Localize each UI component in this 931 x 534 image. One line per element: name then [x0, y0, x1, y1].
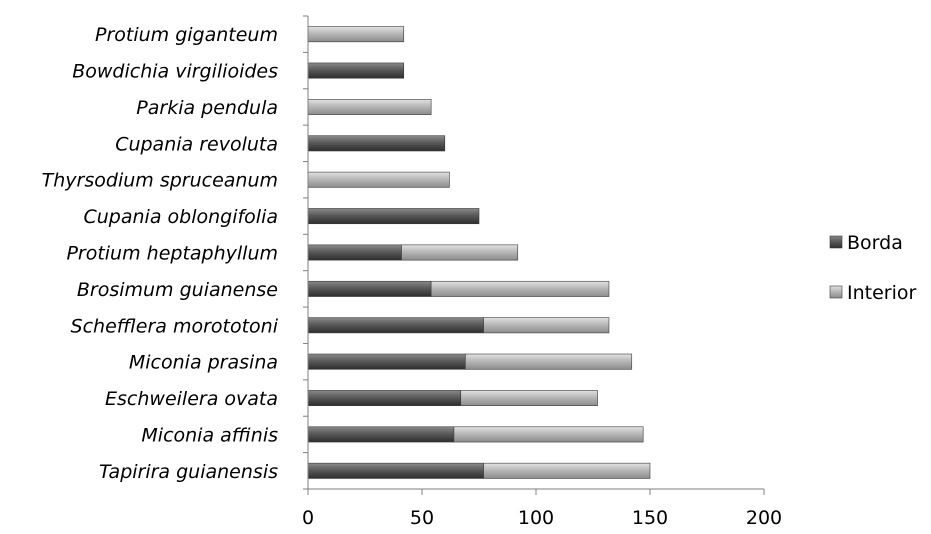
legend-label-borda: Borda — [847, 232, 903, 254]
bar-interior-1 — [453, 426, 644, 443]
bar-interior-0 — [483, 462, 651, 479]
category-label: Parkia pendula — [136, 97, 278, 119]
bar-borda-0 — [307, 462, 484, 479]
category-label: Brosimum guianense — [77, 279, 278, 301]
bar-interior-5 — [430, 280, 610, 297]
category-label: Bowdichia virgilioides — [72, 61, 278, 83]
bar-borda-6 — [307, 244, 402, 261]
category-label: Tapirira guianensis — [99, 461, 278, 483]
legend-swatch-interior — [829, 285, 843, 299]
x-axis — [303, 15, 765, 495]
bar-borda-5 — [307, 280, 432, 297]
legend-swatch-borda — [829, 235, 843, 249]
category-label: Miconia affinis — [141, 424, 278, 446]
category-label: Cupania revoluta — [115, 133, 278, 155]
bar-borda-4 — [307, 317, 484, 334]
category-label: Eschweilera ovata — [105, 388, 278, 410]
x-tick-label: 100 — [518, 507, 554, 529]
category-label: Cupania oblongifolia — [84, 206, 279, 228]
bar-borda-2 — [307, 390, 462, 406]
bar-borda-7 — [307, 208, 480, 225]
bar-borda-9 — [307, 135, 446, 152]
bar-interior-6 — [401, 244, 519, 261]
bars-layer — [307, 26, 651, 479]
bar-borda-11 — [307, 62, 405, 79]
bar-interior-12 — [307, 26, 405, 43]
bar-interior-10 — [307, 99, 432, 115]
x-tick-label: 0 — [302, 507, 314, 529]
bar-interior-8 — [307, 171, 450, 188]
category-label: Thyrsodium spruceanum — [42, 170, 278, 192]
category-label: Miconia prasina — [129, 352, 278, 374]
x-tick-labels: 0 50 100 150 200 — [302, 507, 782, 529]
category-label: Protium heptaphyllum — [66, 243, 278, 265]
bar-interior-4 — [483, 317, 610, 334]
bar-borda-3 — [307, 353, 466, 370]
bar-interior-2 — [460, 390, 598, 406]
legend-label-interior: Interior — [847, 282, 916, 304]
bar-interior-3 — [465, 353, 633, 370]
x-tick-label: 150 — [632, 507, 668, 529]
category-labels: Tapirira guianensis Miconia affinis Eschwe… — [42, 24, 279, 483]
category-label: Protium giganteum — [95, 24, 278, 46]
legend: Borda Interior — [829, 232, 916, 304]
x-tick-label: 50 — [410, 507, 434, 529]
x-tick-label: 200 — [746, 507, 782, 529]
bar-borda-1 — [307, 426, 455, 443]
category-label: Schefflera morototoni — [71, 315, 279, 337]
